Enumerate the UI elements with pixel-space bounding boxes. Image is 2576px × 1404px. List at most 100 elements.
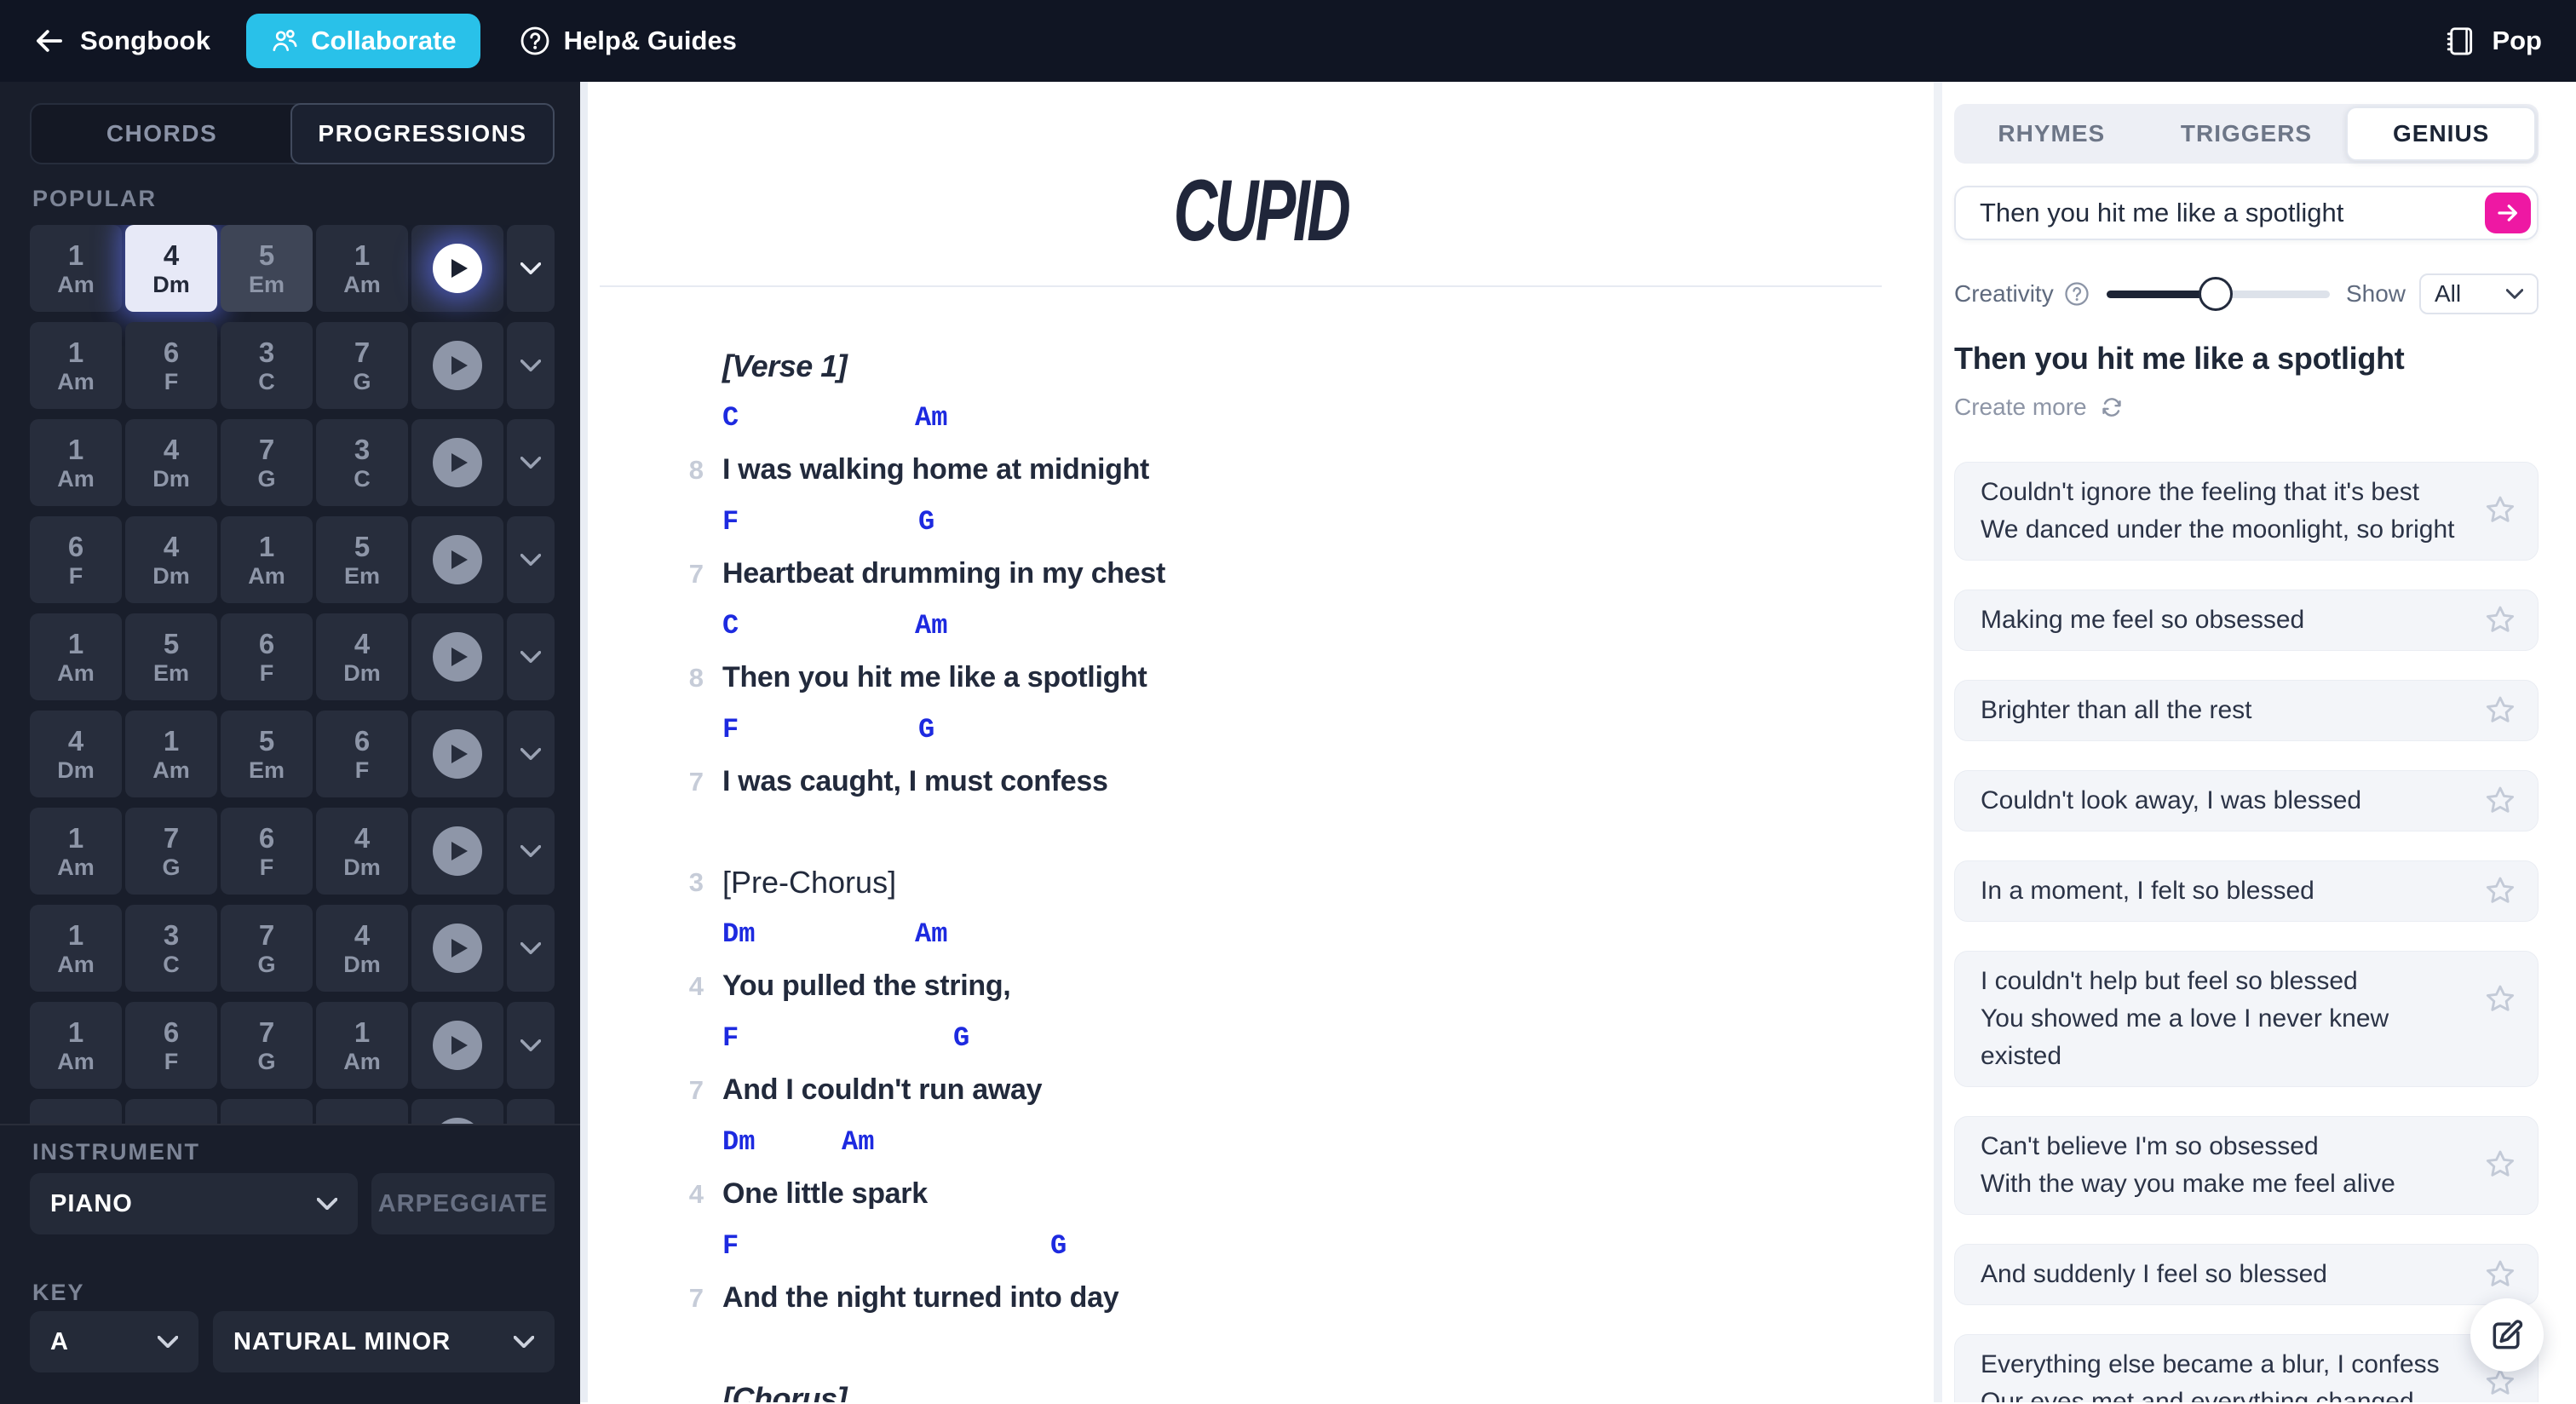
genre-button[interactable]: Pop <box>2444 25 2542 57</box>
editor-scrollbar[interactable] <box>1934 82 1942 1402</box>
play-progression-button[interactable] <box>411 905 503 992</box>
creativity-help-icon[interactable] <box>2064 281 2090 307</box>
lyric-line[interactable]: 4 One little spark <box>689 1168 1864 1220</box>
star-icon[interactable] <box>2483 493 2517 527</box>
chord-cell[interactable]: 1 Am <box>30 613 122 700</box>
lyric-line[interactable]: 7 And I couldn't run away <box>689 1064 1864 1116</box>
chord-label[interactable]: C <box>722 610 739 642</box>
genius-input[interactable]: Then you hit me like a spotlight <box>1954 186 2539 240</box>
section-header-line[interactable]: [Chorus] <box>722 1372 1864 1403</box>
chord-label[interactable]: F <box>722 506 739 538</box>
play-progression-button[interactable] <box>411 516 503 603</box>
expand-progression-button[interactable] <box>507 808 555 895</box>
suggestion-card[interactable]: I couldn't help but feel so blessed You s… <box>1954 951 2539 1087</box>
chord-cell[interactable]: 1 Am <box>221 516 313 603</box>
lyric-line[interactable]: 7 Heartbeat drumming in my chest <box>689 548 1864 600</box>
expand-progression-button[interactable] <box>507 225 555 312</box>
play-progression-button[interactable] <box>411 1099 503 1124</box>
chord-cell[interactable]: 5 Em <box>221 225 313 312</box>
suggestion-card[interactable]: Couldn't ignore the feeling that it's be… <box>1954 462 2539 561</box>
chord-cell[interactable]: 4 Dm <box>316 613 408 700</box>
chord-label[interactable]: F <box>722 1230 739 1262</box>
collaborate-button[interactable]: Collaborate <box>246 14 480 68</box>
star-icon[interactable] <box>2483 1148 2517 1182</box>
create-more-button[interactable]: Create more <box>1954 394 2125 421</box>
chord-label[interactable]: Dm <box>722 1126 756 1158</box>
suggestion-card[interactable]: In a moment, I felt so blessed <box>1954 860 2539 922</box>
lyric-line[interactable]: 4 You pulled the string, <box>689 960 1864 1012</box>
expand-progression-button[interactable] <box>507 613 555 700</box>
chord-label[interactable]: F <box>722 714 739 745</box>
expand-progression-button[interactable] <box>507 1099 555 1124</box>
key-select[interactable]: A <box>30 1311 198 1372</box>
star-icon[interactable] <box>2483 982 2517 1016</box>
play-progression-button[interactable] <box>411 225 503 312</box>
chord-cell[interactable]: 4 Dm <box>125 225 217 312</box>
play-progression-button[interactable] <box>411 711 503 797</box>
chord-line[interactable]: Dm Am <box>722 1116 1864 1168</box>
chord-cell[interactable]: 5 Em <box>125 613 217 700</box>
chord-line[interactable]: Dm Am <box>722 908 1864 960</box>
chord-label[interactable]: G <box>918 506 935 538</box>
chord-cell[interactable] <box>125 1099 217 1124</box>
chord-label[interactable]: G <box>953 1022 970 1054</box>
star-icon[interactable] <box>2483 603 2517 637</box>
expand-progression-button[interactable] <box>507 711 555 797</box>
expand-progression-button[interactable] <box>507 322 555 409</box>
expand-progression-button[interactable] <box>507 419 555 506</box>
suggestion-card[interactable]: Making me feel so obsessed <box>1954 590 2539 651</box>
lyric-line[interactable]: 8 I was walking home at midnight <box>689 444 1864 496</box>
chord-cell[interactable] <box>316 1099 408 1124</box>
star-icon[interactable] <box>2483 1257 2517 1292</box>
creativity-slider[interactable] <box>2106 277 2330 311</box>
play-progression-button[interactable] <box>411 419 503 506</box>
chord-label[interactable]: Am <box>915 402 948 434</box>
chord-cell[interactable]: 4 Dm <box>30 711 122 797</box>
tab-genius[interactable]: GENIUS <box>2346 106 2536 161</box>
suggestion-card[interactable]: Everything else became a blur, I confess… <box>1954 1334 2539 1402</box>
expand-progression-button[interactable] <box>507 905 555 992</box>
chord-cell[interactable]: 4 Dm <box>125 419 217 506</box>
chord-label[interactable]: F <box>722 1022 739 1054</box>
lyric-line[interactable]: 7 And the night turned into day <box>689 1272 1864 1324</box>
chord-line[interactable]: C Am <box>722 600 1864 652</box>
chord-cell[interactable]: 1 Am <box>30 225 122 312</box>
chord-cell[interactable]: 5 Em <box>316 516 408 603</box>
arpeggiate-button[interactable]: ARPEGGIATE <box>371 1173 555 1234</box>
chord-label[interactable]: Am <box>915 610 948 642</box>
chord-label[interactable]: Am <box>842 1126 875 1158</box>
sidebar-scrollbar[interactable] <box>580 82 588 1402</box>
chord-cell[interactable]: 1 Am <box>125 711 217 797</box>
lyric-line[interactable]: 8 Then you hit me like a spotlight <box>689 652 1864 704</box>
chord-cell[interactable]: 1 Am <box>30 322 122 409</box>
chord-cell[interactable]: 4 Dm <box>316 905 408 992</box>
star-icon[interactable] <box>2483 693 2517 728</box>
chord-cell[interactable]: 1 Am <box>30 1002 122 1089</box>
submit-button[interactable] <box>2485 193 2531 233</box>
tab-progressions[interactable]: PROGRESSIONS <box>290 103 555 164</box>
scale-select[interactable]: NATURAL MINOR <box>213 1311 555 1372</box>
suggestion-card[interactable]: And suddenly I feel so blessed <box>1954 1244 2539 1305</box>
play-progression-button[interactable] <box>411 322 503 409</box>
chord-label[interactable]: G <box>1050 1230 1067 1262</box>
section-header-line[interactable]: 3 [Pre-Chorus] <box>689 856 1864 908</box>
expand-progression-button[interactable] <box>507 516 555 603</box>
chord-cell[interactable] <box>30 1099 122 1124</box>
star-icon[interactable] <box>2483 1366 2517 1400</box>
expand-progression-button[interactable] <box>507 1002 555 1089</box>
tab-rhymes[interactable]: RHYMES <box>1998 120 2106 147</box>
creativity-slider-thumb[interactable] <box>2199 277 2234 311</box>
